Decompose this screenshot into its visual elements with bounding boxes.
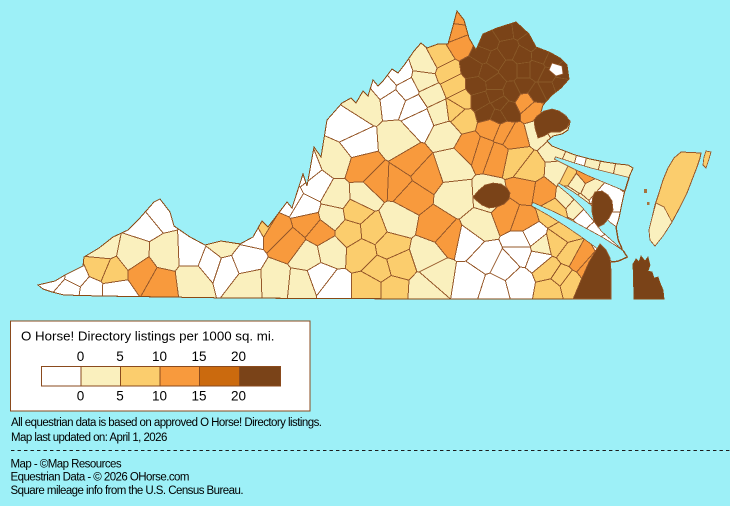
svg-text:20: 20 — [231, 349, 246, 364]
svg-text:15: 15 — [191, 389, 206, 404]
svg-text:O Horse! Directory listings pe: O Horse! Directory listings per 1000 sq.… — [21, 329, 274, 344]
svg-text:0: 0 — [77, 389, 85, 404]
svg-text:20: 20 — [231, 389, 246, 404]
svg-text:5: 5 — [116, 349, 124, 364]
svg-text:Square mileage info from the U: Square mileage info from the U.S. Census… — [11, 485, 244, 497]
svg-text:Map - ©Map Resources: Map - ©Map Resources — [11, 459, 122, 471]
svg-text:Map last updated on: April 1,: Map last updated on: April 1, 2026 — [11, 432, 167, 444]
svg-text:10: 10 — [152, 349, 167, 364]
svg-text:0: 0 — [77, 349, 85, 364]
svg-text:Equestrian Data - © 2026 OHors: Equestrian Data - © 2026 OHorse.com — [11, 472, 189, 484]
svg-text:15: 15 — [191, 349, 206, 364]
svg-text:All equestrian data is based o: All equestrian data is based on approved… — [11, 417, 322, 429]
svg-text:10: 10 — [152, 389, 167, 404]
svg-text:5: 5 — [116, 389, 124, 404]
